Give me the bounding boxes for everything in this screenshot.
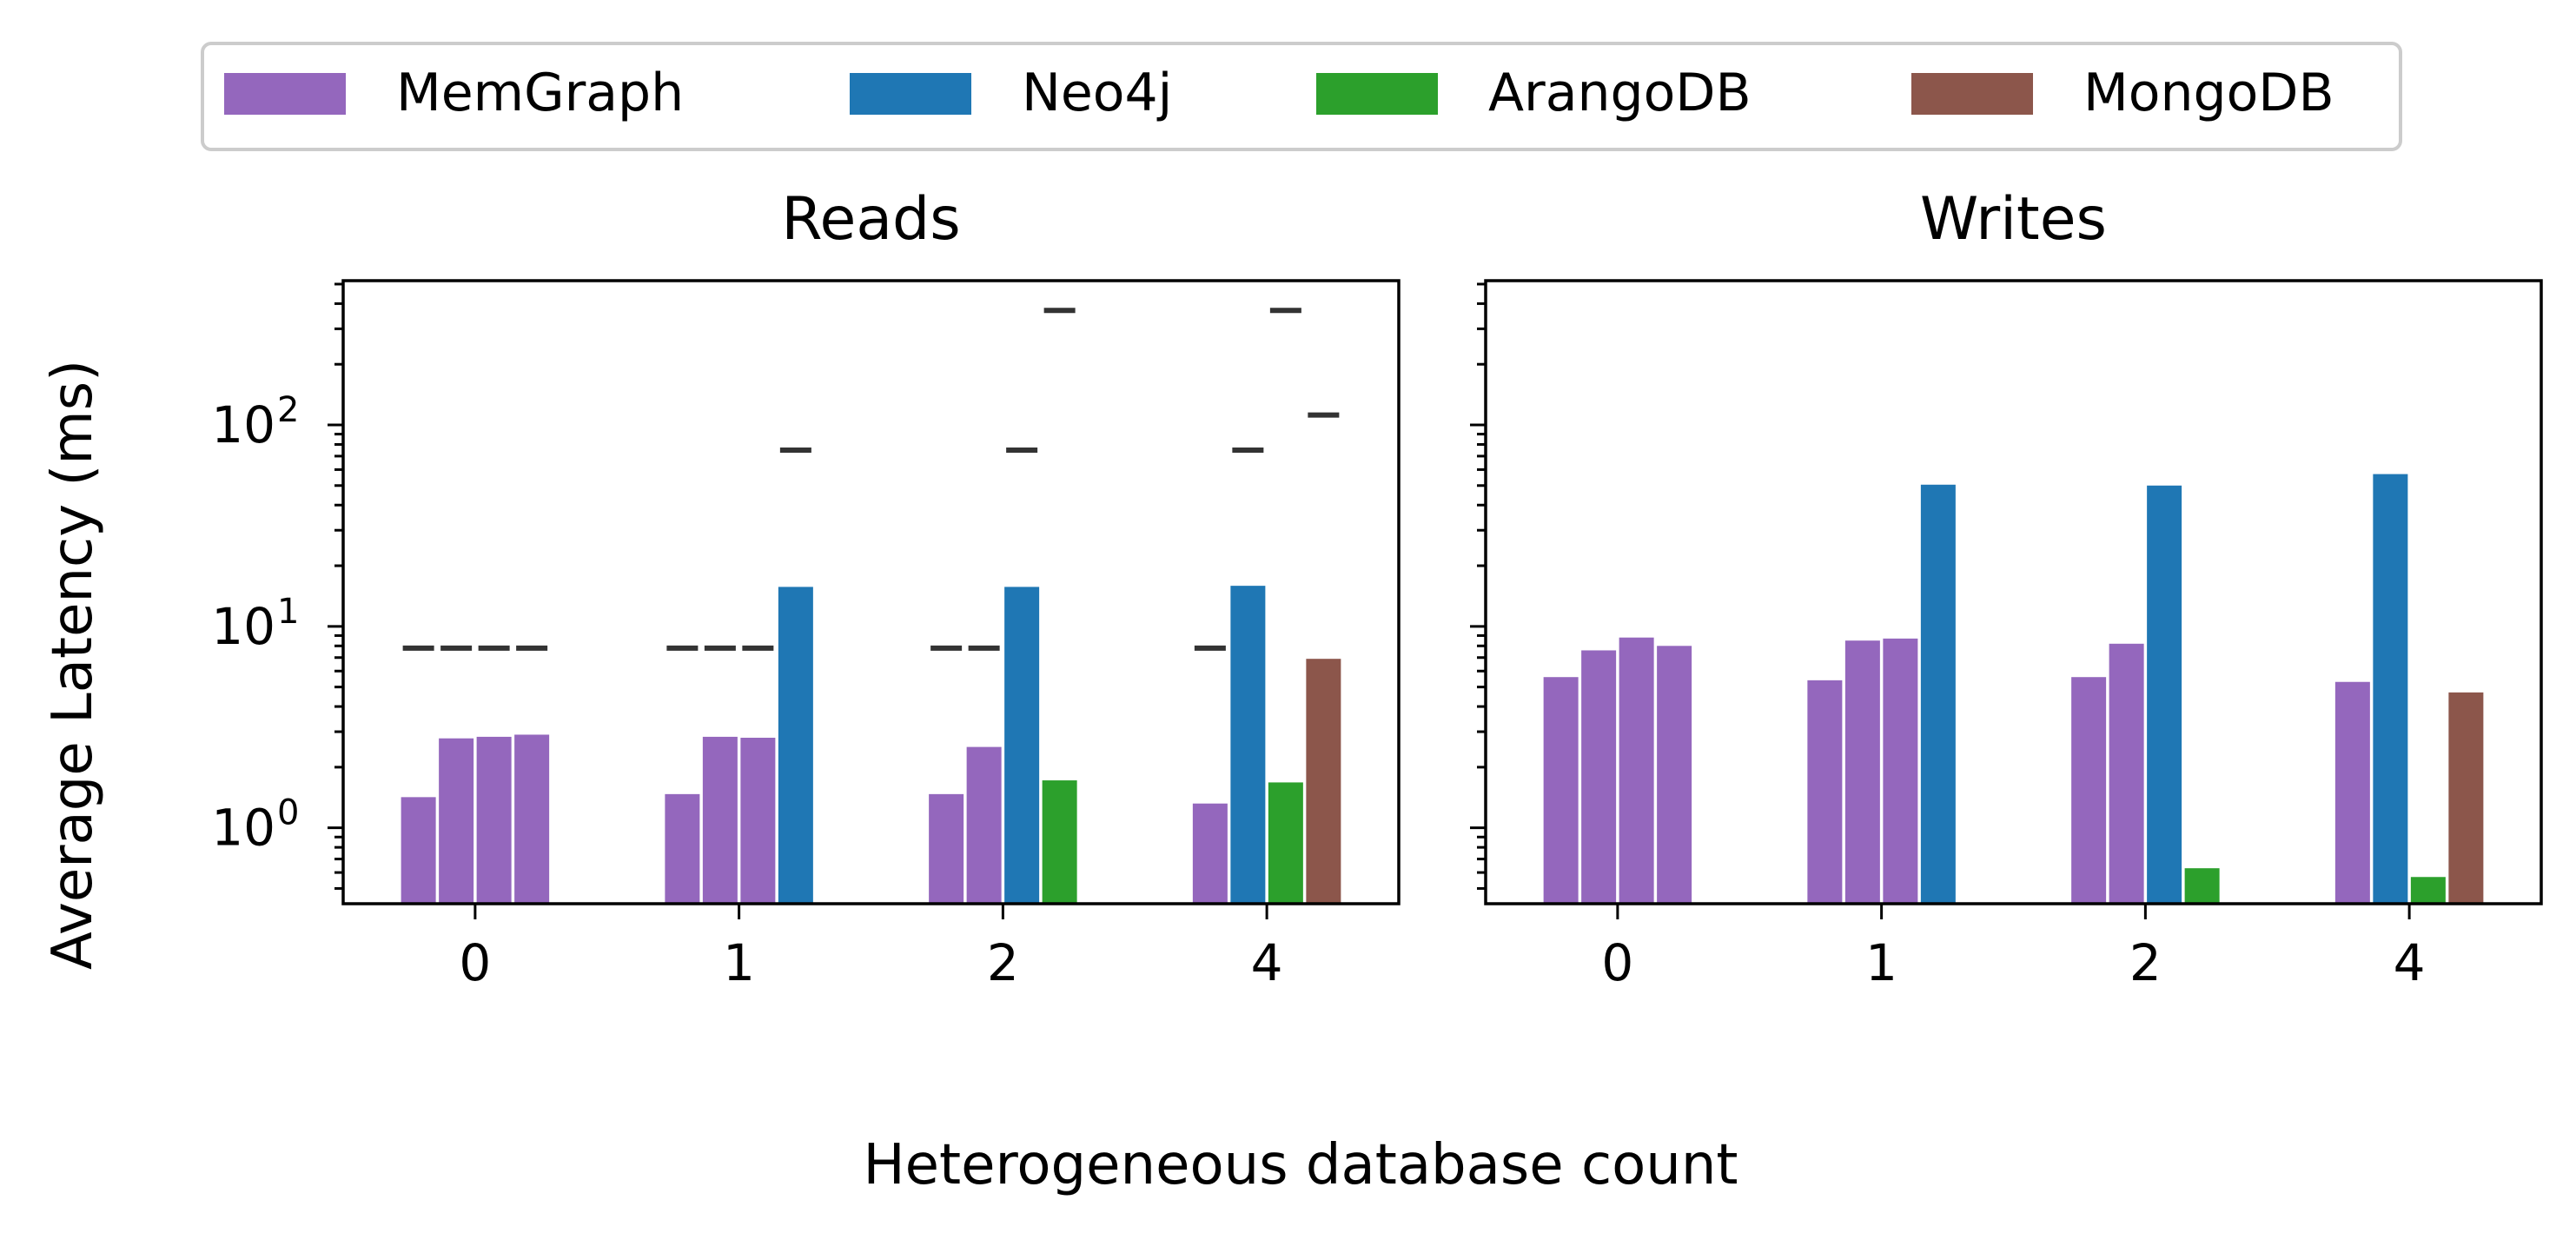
plot-frame	[341, 279, 1401, 905]
y-tick-base: 10	[211, 597, 275, 656]
y-tick-exponent: 2	[277, 390, 299, 430]
x-tick-label: 0	[1601, 933, 1633, 992]
y-axis-label: Average Latency (ms)	[41, 360, 105, 970]
bar-neo4j	[778, 587, 813, 904]
bar-arangodb	[1042, 780, 1077, 904]
legend-item: Neo4j	[850, 63, 1172, 123]
legend-item: MongoDB	[1911, 63, 2334, 123]
legend-item: MemGraph	[224, 63, 684, 123]
bar-arangodb	[1268, 782, 1303, 904]
legend-swatch	[224, 73, 346, 115]
bar-memgraph	[401, 797, 436, 904]
x-tick-label: 2	[2129, 933, 2162, 992]
bar-mongodb	[2448, 692, 2484, 904]
bar-memgraph	[1543, 677, 1579, 904]
bar-memgraph	[439, 738, 474, 904]
y-tick-base: 10	[211, 395, 275, 454]
legend-label: MemGraph	[396, 63, 684, 123]
y-tick-label: 10 2	[211, 390, 299, 454]
bar-mongodb	[1306, 659, 1341, 904]
bar-memgraph	[1619, 637, 1654, 904]
panel-title: Reads	[781, 185, 960, 254]
bar-neo4j	[1920, 484, 1956, 904]
bar-arangodb	[2184, 868, 2220, 904]
y-tick-label: 10 1	[211, 592, 299, 656]
bar-memgraph	[514, 734, 550, 904]
legend-swatch	[1911, 73, 2033, 115]
x-axis-label: Heterogeneous database count	[864, 1133, 1738, 1197]
plot-frame	[1484, 279, 2543, 905]
x-tick-label: 1	[1865, 933, 1897, 992]
x-tick-label: 1	[723, 933, 755, 992]
y-tick-exponent: 0	[277, 793, 299, 833]
x-tick-label: 4	[1251, 933, 1283, 992]
bar-memgraph	[1844, 640, 1880, 904]
bar-memgraph	[1192, 803, 1228, 904]
bar-memgraph	[476, 736, 512, 904]
bar-neo4j	[1230, 586, 1266, 904]
panel-title: Writes	[1920, 185, 2107, 254]
bar-memgraph	[1581, 650, 1617, 904]
panel-writes: Writes 0 1 2 4	[1470, 185, 2543, 992]
x-tick-label: 2	[987, 933, 1019, 992]
bar-memgraph	[740, 737, 776, 904]
bar-memgraph	[2109, 643, 2144, 904]
y-tick-exponent: 1	[277, 592, 299, 632]
x-tick-label: 0	[459, 933, 491, 992]
y-tick-base: 10	[211, 799, 275, 858]
bar-memgraph	[1807, 680, 1843, 904]
y-tick-label: 10 0	[211, 793, 299, 858]
bar-memgraph	[966, 746, 1002, 904]
bar-memgraph	[665, 793, 700, 904]
legend-swatch	[1316, 73, 1438, 115]
bar-memgraph	[1657, 646, 1692, 904]
bar-memgraph	[1883, 638, 1918, 904]
bar-memgraph	[2071, 677, 2107, 904]
x-tick-label: 4	[2394, 933, 2426, 992]
legend-frame	[201, 42, 2402, 151]
bar-neo4j	[1004, 587, 1040, 904]
legend: MemGraph Neo4j ArangoDB MongoDB	[201, 42, 2402, 151]
legend-label: ArangoDB	[1488, 63, 1752, 123]
legend-swatch	[850, 73, 971, 115]
bar-neo4j	[2147, 485, 2182, 904]
bar-memgraph	[702, 736, 738, 904]
legend-label: MongoDB	[2083, 63, 2334, 123]
bar-neo4j	[2373, 474, 2408, 904]
legend-item: ArangoDB	[1316, 63, 1752, 123]
bar-arangodb	[2410, 877, 2446, 904]
bar-memgraph	[929, 793, 964, 904]
bar-memgraph	[2334, 681, 2370, 904]
legend-label: Neo4j	[1022, 63, 1172, 123]
